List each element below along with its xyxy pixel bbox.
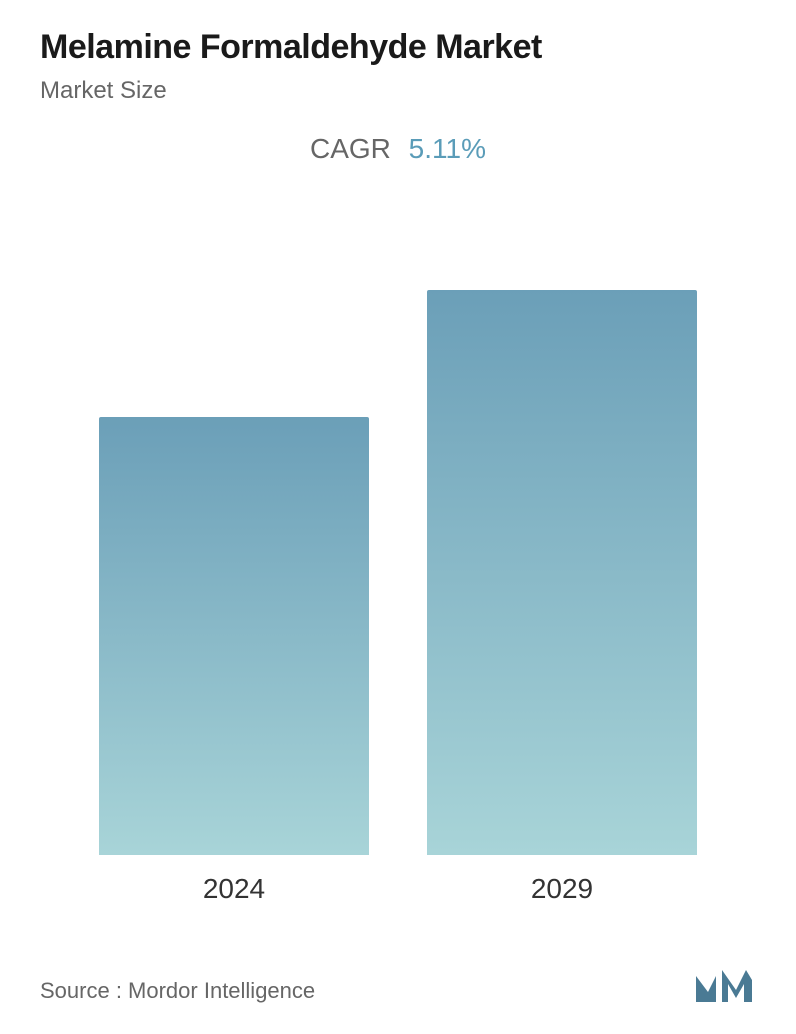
bar-label-1: 2029: [531, 873, 593, 905]
bar-label-0: 2024: [203, 873, 265, 905]
chart-subtitle: Market Size: [40, 77, 756, 105]
bar-0: [99, 417, 369, 855]
bar-group-1: 2029: [427, 290, 697, 905]
cagr-label: CAGR: [310, 133, 391, 164]
bar-group-0: 2024: [99, 417, 369, 905]
brand-logo-icon: [694, 966, 756, 1004]
cagr-value: 5.11%: [409, 133, 486, 164]
bar-1: [427, 290, 697, 855]
chart-title: Melamine Formaldehyde Market: [40, 28, 756, 67]
cagr-row: CAGR 5.11%: [40, 133, 756, 165]
footer: Source : Mordor Intelligence: [40, 966, 756, 1004]
source-text: Source : Mordor Intelligence: [40, 978, 315, 1004]
chart-area: 2024 2029: [40, 225, 756, 905]
